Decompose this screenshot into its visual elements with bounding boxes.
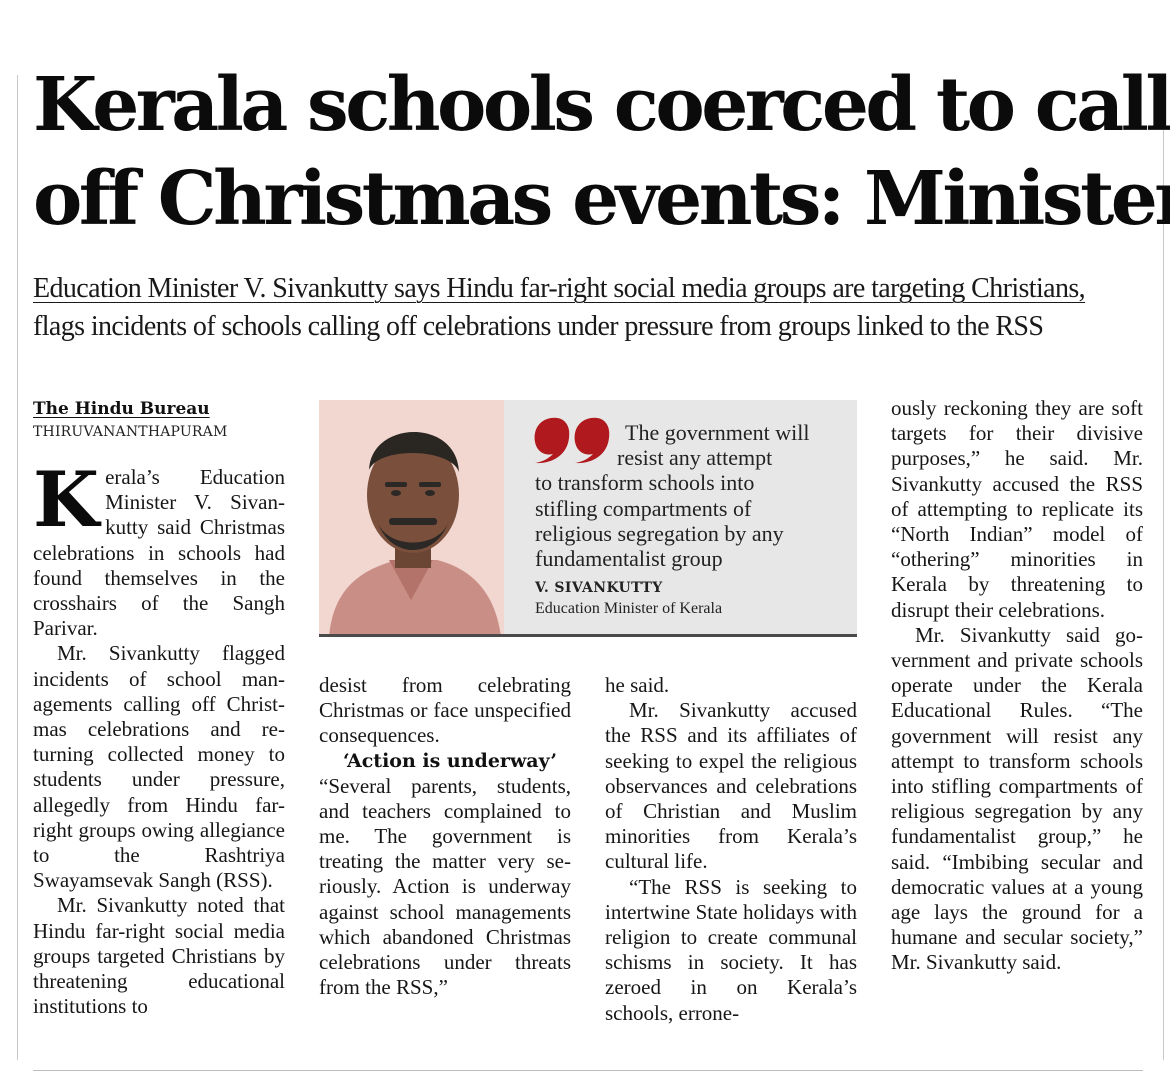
- body-paragraph-5: “Several parents, students, and teachers…: [319, 773, 571, 1000]
- headline-line-1: Kerala schools coerced to call: [33, 62, 1170, 148]
- pull-quote-box: The government will resist any attempt t…: [319, 400, 857, 637]
- body-paragraph-6: he said.: [605, 673, 670, 697]
- pull-quote-line-6: fundamentalist group: [535, 546, 723, 572]
- pull-quote-attribution-name: V. SIVANKUTTY: [535, 580, 663, 596]
- drop-cap: K: [33, 455, 100, 544]
- headline: Kerala schools coerced to call off Chris…: [33, 58, 1170, 246]
- body-paragraph-8: “The RSS is seeking to intertwine State …: [605, 874, 857, 1025]
- pull-quote-line-2: resist any attempt: [617, 445, 773, 471]
- standfirst: Education Minister V. Sivankutty says Hi…: [33, 270, 1148, 346]
- pull-quote-bottom-rule: [319, 634, 857, 637]
- pull-quote-line-1: The government will: [625, 420, 810, 445]
- standfirst-line-1: Education Minister V. Sivankutty says Hi…: [33, 273, 1086, 304]
- pull-quote-line-5: religious segregation by any: [535, 520, 784, 546]
- pull-quote-attribution-title: Education Minister of Kerala: [535, 600, 723, 617]
- pull-quote-text: The government will resist any attempt t…: [535, 420, 835, 571]
- standfirst-line-2: flags incidents of schools calling off c…: [33, 311, 1044, 342]
- right-column-rule: [1163, 75, 1164, 1060]
- article-column-3: he said. Mr. Sivankutty accused the RSS …: [605, 673, 857, 1026]
- body-paragraph-4: desist from celebrating Christmas or fac…: [319, 673, 571, 748]
- subhead: ‘Action is underway’: [343, 749, 557, 772]
- pull-quote-line-3: to transform schools into: [535, 470, 755, 496]
- pull-quote-line-4: stifling compartments of: [535, 495, 752, 521]
- lead-paragraph-text: erala’s Education Minister V. Sivan­kutt…: [33, 465, 285, 641]
- portrait-illustration: [319, 400, 504, 637]
- body-paragraph-2: Mr. Sivankutty flagged incidents of scho…: [33, 641, 285, 893]
- article-column-4: ously reckoning they are soft targets fo…: [891, 396, 1143, 976]
- byline-author: The Hindu Bureau: [33, 399, 210, 419]
- body-paragraph-3: Mr. Sivankutty noted that Hindu far-righ…: [33, 893, 285, 1019]
- body-paragraph-9: ously reckoning they are soft targets fo…: [891, 396, 1143, 622]
- headline-line-2: off Christmas events: Minister: [33, 156, 1170, 242]
- dateline: THIRUVANANTHAPURAM: [33, 424, 228, 440]
- body-paragraph-10: Mr. Sivankutty said go­vernment and priv…: [891, 622, 1143, 975]
- article-column-2: desist from celebrating Christmas or fac…: [319, 673, 571, 1000]
- left-column-rule: [17, 75, 18, 1060]
- bottom-rule: [33, 1070, 1143, 1071]
- quotation-mark-icon: [534, 417, 610, 464]
- portrait-photo: [319, 400, 504, 637]
- body-paragraph-7: Mr. Sivankutty accused the RSS and its a…: [605, 698, 857, 874]
